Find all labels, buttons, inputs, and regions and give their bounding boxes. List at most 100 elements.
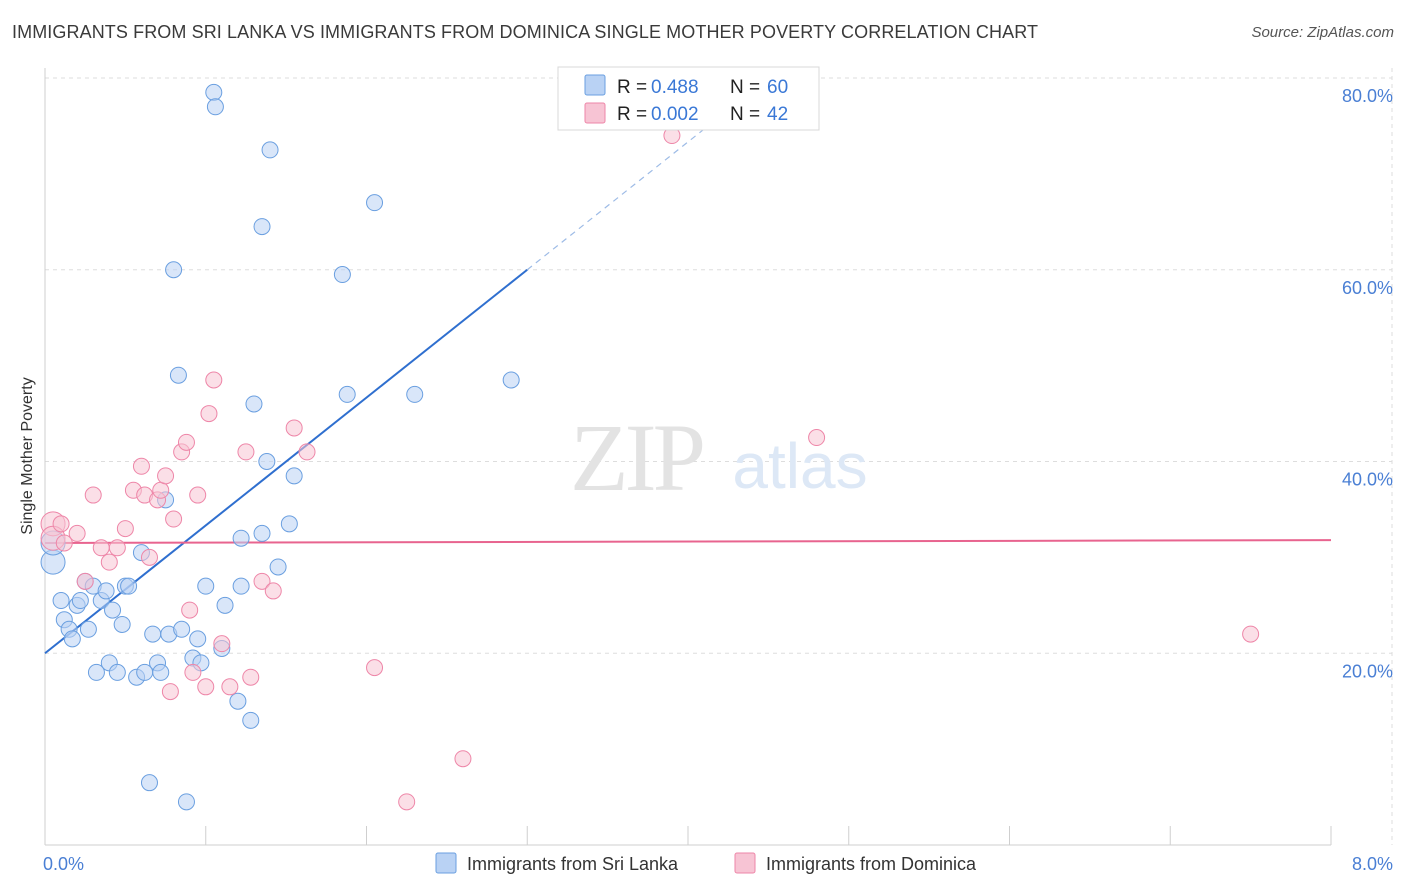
series-legend-swatch-blue: [435, 852, 457, 874]
point-sri-lanka: [269, 558, 287, 576]
point-dominica: [197, 678, 215, 696]
legend-r-value-1: 0.488: [651, 77, 699, 98]
point-dominica: [285, 419, 303, 437]
y-tick-label: 20.0%: [1342, 661, 1393, 681]
legend-r-value-2: 0.002: [651, 104, 699, 125]
point-dominica: [177, 433, 195, 451]
point-sri-lanka: [229, 692, 247, 710]
point-dominica: [84, 486, 102, 504]
point-dominica: [100, 553, 118, 571]
point-dominica: [205, 371, 223, 389]
point-sri-lanka: [206, 98, 224, 116]
series-legend: Immigrants from Sri Lanka Immigrants fro…: [435, 852, 977, 874]
point-dominica: [200, 405, 218, 423]
point-sri-lanka: [205, 83, 223, 101]
y-tick-label: 40.0%: [1342, 470, 1393, 490]
point-dominica: [808, 429, 826, 447]
point-dominica: [184, 663, 202, 681]
point-dominica: [132, 457, 150, 475]
legend-n-value-2: 42: [767, 104, 788, 125]
point-dominica: [116, 520, 134, 538]
point-sri-lanka: [253, 218, 271, 236]
trendline-dominica: [44, 539, 1332, 544]
point-dominica: [253, 572, 271, 590]
point-sri-lanka: [144, 625, 162, 643]
point-sri-lanka: [502, 371, 520, 389]
point-sri-lanka: [333, 266, 351, 284]
watermark-atlas: atlas: [732, 430, 867, 502]
point-dominica: [1242, 625, 1260, 643]
point-dominica: [76, 572, 94, 590]
legend-n-value-1: 60: [767, 77, 788, 98]
series-legend-label-blue: Immigrants from Sri Lanka: [467, 854, 679, 874]
point-sri-lanka: [108, 663, 126, 681]
point-dominica: [68, 524, 86, 542]
point-dominica: [264, 582, 282, 600]
point-sri-lanka: [242, 711, 260, 729]
point-sri-lanka: [258, 453, 276, 470]
point-dominica: [165, 510, 183, 528]
point-sri-lanka: [173, 620, 191, 638]
point-sri-lanka: [406, 385, 424, 403]
legend-swatch-pink: [584, 102, 606, 124]
legend-n-label-1: N =: [730, 77, 765, 98]
point-sri-lanka: [285, 467, 303, 485]
point-dominica: [161, 683, 179, 701]
point-sri-lanka: [232, 529, 250, 547]
point-dominica: [55, 534, 73, 552]
legend-n-label-2: N =: [730, 104, 765, 125]
point-dominica: [157, 467, 175, 485]
point-dominica: [298, 443, 316, 461]
series-legend-label-pink: Immigrants from Dominica: [766, 854, 977, 874]
point-sri-lanka: [52, 592, 70, 610]
legend-r-label-1: R =: [617, 77, 652, 98]
legend-swatch-blue: [584, 74, 606, 96]
point-sri-lanka: [97, 582, 115, 600]
point-sri-lanka: [113, 615, 131, 633]
point-dominica: [366, 659, 384, 677]
watermark-zip: ZIP: [570, 404, 703, 511]
point-sri-lanka: [120, 577, 138, 595]
point-dominica: [189, 486, 207, 504]
chart-title: IMMIGRANTS FROM SRI LANKA VS IMMIGRANTS …: [12, 22, 1039, 42]
point-sri-lanka: [189, 630, 207, 648]
point-dominica: [140, 548, 158, 566]
point-sri-lanka: [261, 141, 279, 159]
source-credit: Source: ZipAtlas.com: [1251, 24, 1394, 41]
point-sri-lanka: [169, 366, 187, 384]
x-tick-label-min: 0.0%: [43, 854, 84, 874]
point-dominica: [454, 750, 472, 768]
point-sri-lanka: [280, 515, 298, 533]
point-dominica: [213, 635, 231, 653]
point-sri-lanka: [232, 577, 250, 595]
point-sri-lanka: [87, 663, 105, 681]
point-sri-lanka: [216, 596, 234, 614]
point-dominica: [237, 443, 255, 461]
y-tick-label: 80.0%: [1342, 86, 1393, 106]
point-sri-lanka: [104, 601, 122, 619]
point-dominica: [242, 668, 260, 686]
series-legend-swatch-pink: [734, 852, 756, 874]
point-sri-lanka: [197, 577, 215, 595]
point-sri-lanka: [253, 524, 271, 542]
y-axis-label: Single Mother Poverty: [19, 377, 36, 534]
point-dominica: [52, 515, 70, 533]
point-sri-lanka: [165, 261, 183, 279]
point-sri-lanka: [177, 793, 195, 811]
legend: R = 0.488 N = 60 R = 0.002 N = 42: [557, 66, 820, 131]
point-sri-lanka: [366, 194, 384, 212]
y-tick-label: 60.0%: [1342, 278, 1393, 298]
point-dominica: [92, 539, 110, 557]
point-sri-lanka: [338, 385, 356, 403]
point-dominica: [221, 678, 239, 696]
point-sri-lanka: [245, 395, 263, 413]
point-sri-lanka: [71, 592, 89, 610]
point-dominica: [181, 601, 199, 619]
point-sri-lanka: [63, 630, 81, 648]
point-sri-lanka: [79, 620, 97, 638]
point-sri-lanka: [140, 774, 158, 792]
point-dominica: [398, 793, 416, 811]
point-sri-lanka: [152, 663, 170, 681]
point-dominica: [152, 481, 170, 499]
x-tick-label-max: 8.0%: [1352, 854, 1393, 874]
